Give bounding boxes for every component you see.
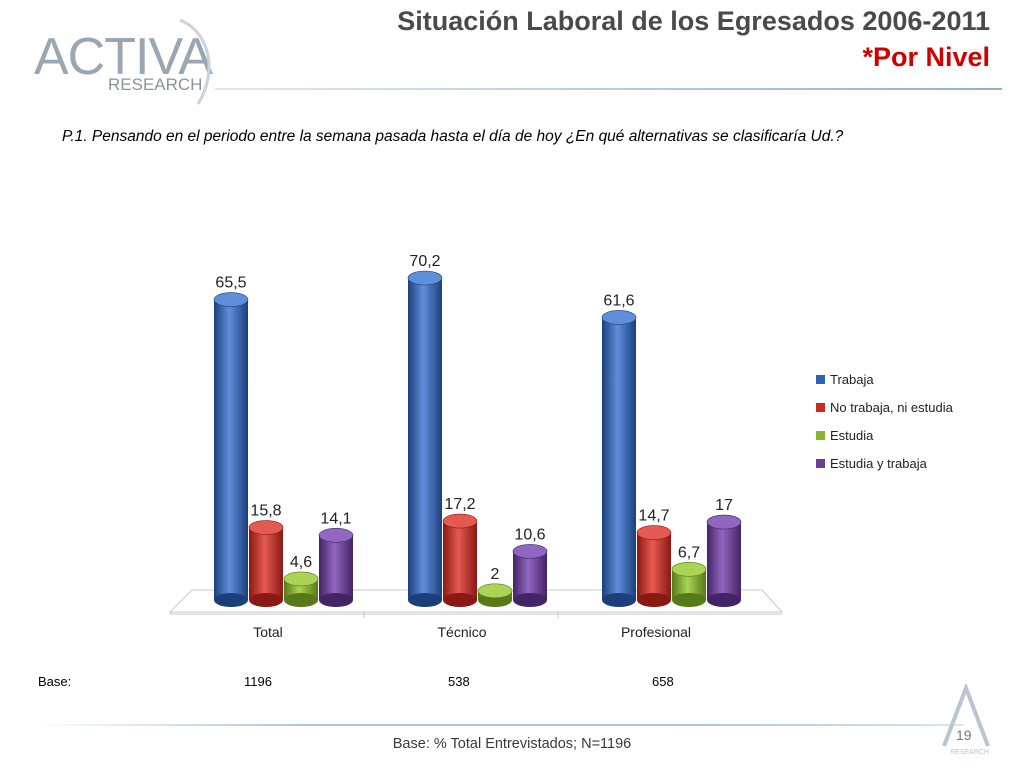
- bar: [706, 514, 742, 607]
- bar: [213, 292, 249, 607]
- data-label: 14,1: [320, 510, 351, 527]
- legend-label: No trabaja, ni estudia: [830, 400, 954, 415]
- page-title: Situación Laboral de los Egresados 2006-…: [397, 6, 990, 36]
- footer-note: Base: % Total Entrevistados; N=1196: [392, 736, 632, 752]
- logo-main-text: ACTIVA: [34, 28, 213, 86]
- bar: [671, 561, 707, 607]
- corner-logo: RESEARCH: [938, 682, 994, 756]
- data-label: 70,2: [409, 253, 440, 270]
- data-label: 65,5: [215, 275, 246, 292]
- bar: [442, 513, 478, 607]
- legend-label: Estudia y trabaja: [830, 456, 928, 471]
- legend-item: No trabaja, ni estudia: [816, 400, 954, 415]
- legend-swatch: [816, 403, 825, 412]
- data-label: 4,6: [290, 554, 312, 571]
- bar: [636, 525, 672, 607]
- legend-label: Trabaja: [830, 372, 874, 387]
- x-tick-label: Técnico: [437, 624, 486, 640]
- logo-swoosh: [179, 18, 211, 105]
- question-text: P.1. Pensando en el periodo entre la sem…: [62, 128, 844, 145]
- data-label: 10,6: [514, 526, 545, 543]
- bar: [248, 520, 284, 607]
- data-label: 2: [491, 566, 500, 583]
- legend-swatch: [816, 375, 825, 384]
- base-label: Base:: [38, 674, 72, 689]
- page-subtitle: *Por Nivel: [862, 42, 990, 72]
- x-tick-label: Total: [253, 624, 283, 640]
- corner-logo-graphic: RESEARCH: [942, 682, 990, 756]
- legend-swatch: [816, 431, 825, 440]
- bar: [512, 544, 548, 607]
- base-value-tecnico: 538: [448, 674, 470, 689]
- data-label: 61,6: [603, 292, 634, 309]
- bar: [477, 583, 513, 607]
- legend-item: Estudia y trabaja: [816, 456, 928, 471]
- legend-item: Trabaja: [816, 372, 874, 387]
- page-number: 19: [956, 727, 972, 743]
- bar: [318, 528, 354, 607]
- base-value-total: 1196: [244, 674, 272, 689]
- base-value-profesional: 658: [652, 674, 674, 689]
- legend-label: Estudia: [830, 428, 874, 443]
- bar: [283, 571, 319, 607]
- footer-divider: [30, 724, 964, 726]
- bar: [407, 270, 443, 607]
- data-label: 17,2: [444, 496, 475, 513]
- logo-sub-text: RESEARCH: [108, 75, 202, 94]
- corner-logo-text: RESEARCH: [950, 749, 989, 756]
- data-label: 14,7: [638, 508, 669, 525]
- legend-item: Estudia: [816, 428, 874, 443]
- data-label: 17: [715, 497, 733, 514]
- header-divider: [215, 88, 1002, 90]
- data-label: 6,7: [678, 544, 700, 561]
- activa-research-logo: ACTIVA RESEARCH: [30, 12, 220, 112]
- logo-graphic: ACTIVA RESEARCH: [34, 18, 214, 105]
- corner-logo-mark: [942, 682, 990, 747]
- data-label: 15,8: [250, 503, 281, 520]
- legend-swatch: [816, 459, 825, 468]
- x-tick-label: Profesional: [621, 624, 691, 640]
- bar: [601, 310, 637, 607]
